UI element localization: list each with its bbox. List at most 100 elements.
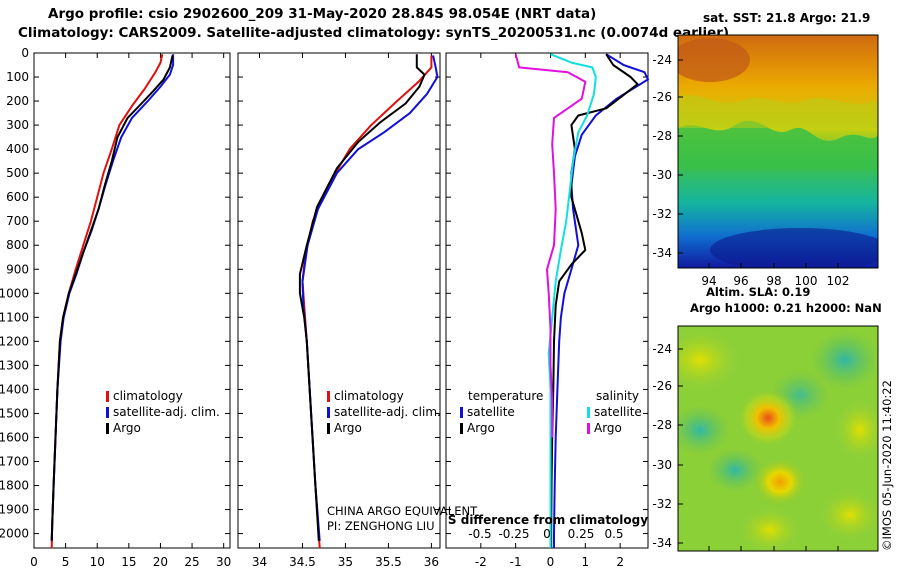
- x-tick-label: 5: [62, 555, 70, 569]
- legend-heading: salinity: [596, 389, 639, 403]
- y-tick-label: -30: [652, 168, 672, 182]
- legend-label: Argo: [467, 421, 495, 435]
- panel-frame: [33, 52, 231, 549]
- legend-swatch: [587, 407, 590, 418]
- depth-tick-label: 900: [6, 262, 29, 276]
- y-tick-label: -30: [652, 458, 672, 472]
- x-tick-label: 98: [766, 274, 781, 288]
- legend-label: climatology: [334, 389, 404, 403]
- depth-tick-label: 1300: [0, 358, 29, 372]
- legend-swatch: [587, 423, 590, 434]
- depth-tick-label: 700: [6, 214, 29, 228]
- series-line-argo: [50, 55, 174, 541]
- x-tick-label: 25: [184, 555, 199, 569]
- x-tick-label: -1: [510, 555, 522, 569]
- salinity-diff-tick-label: 0.25: [568, 527, 595, 541]
- legend-swatch: [327, 423, 330, 434]
- legend-label: Argo: [113, 421, 141, 435]
- depth-tick-label: 100: [6, 70, 29, 84]
- x-tick-label: 15: [121, 555, 136, 569]
- salinity-diff-tick-label: -0.25: [498, 527, 529, 541]
- depth-tick-label: 600: [6, 190, 29, 204]
- y-tick-label: -28: [652, 418, 672, 432]
- depth-tick-label: 1900: [0, 503, 29, 517]
- y-tick-label: -24: [652, 342, 672, 356]
- legend-label: satellite-adj. clim.: [113, 405, 220, 419]
- depth-tick-label: 200: [6, 94, 29, 108]
- y-tick-label: -26: [652, 90, 672, 104]
- legend-swatch: [106, 423, 109, 434]
- depth-tick-label: 1700: [0, 454, 29, 468]
- depth-tick-label: 1600: [0, 430, 29, 444]
- legend-label: satellite: [594, 405, 642, 419]
- depth-tick-label: 1000: [0, 286, 29, 300]
- x-tick-label: 94: [701, 274, 716, 288]
- panel-frame: [237, 52, 441, 549]
- credit-line-2: PI: ZENGHONG LIU: [327, 519, 435, 533]
- salinity-diff-tick-label: -0.5: [468, 527, 491, 541]
- sst-map-frame: [677, 34, 879, 269]
- depth-tick-label: 1200: [0, 334, 29, 348]
- x-tick-label: 35: [338, 555, 353, 569]
- sst-cold-patch: [710, 228, 878, 268]
- profile-panels: 0100200300400500600700800900100011001200…: [0, 46, 649, 569]
- depth-tick-label: 400: [6, 142, 29, 156]
- depth-tick-label: 1500: [0, 406, 29, 420]
- y-tick-label: -34: [652, 246, 672, 260]
- legend-label: Argo: [594, 421, 622, 435]
- sla-map-title-line-2: Argo h1000: 0.21 h2000: NaN: [690, 301, 882, 315]
- salinity-diff-tick-label: 0: [543, 527, 551, 541]
- y-tick-label: -28: [652, 129, 672, 143]
- legend-label: satellite: [467, 405, 515, 419]
- salinity-diff-tick-label: 0.5: [604, 527, 623, 541]
- x-tick-label: 1: [581, 555, 589, 569]
- x-tick-label: 30: [216, 555, 231, 569]
- x-tick-label: 96: [733, 274, 748, 288]
- sla-map-title-line-1: Altim. SLA: 0.19: [706, 285, 811, 299]
- legend-swatch: [106, 391, 109, 402]
- y-tick-label: -34: [652, 536, 672, 550]
- legend-swatch: [327, 391, 330, 402]
- depth-tick-label: 1800: [0, 479, 29, 493]
- depth-tick-label: 0: [21, 46, 29, 60]
- legend-label: Argo: [334, 421, 362, 435]
- x-tick-label: 34: [252, 555, 267, 569]
- series-line-temperature-satellite: [553, 53, 649, 548]
- y-tick-label: -32: [652, 497, 672, 511]
- y-tick-label: -32: [652, 207, 672, 221]
- difference-axis-label: S difference from climatology: [448, 513, 648, 527]
- panel-temperature: 0 5 10 15 20 25 30: [30, 52, 231, 569]
- x-tick-label: 35.5: [375, 555, 402, 569]
- sst-map-ticks: -24 -26 -28 -30 -32 -34 94 96 98 100 102: [652, 53, 849, 288]
- y-tick-label: -24: [652, 53, 672, 67]
- difference-legend: temperature salinity satellite Argo satellit…: [460, 389, 642, 435]
- series-line-salinity-argo: [514, 53, 587, 438]
- sst-map-title: sat. SST: 21.8 Argo: 21.9: [703, 11, 871, 25]
- legend-swatch: [327, 407, 330, 418]
- series-line-salinity-satellite: [547, 53, 597, 548]
- depth-tick-label: 1100: [0, 310, 29, 324]
- sla-eddy-1: [736, 388, 800, 448]
- legend-label: satellite-adj. clim.: [334, 405, 441, 419]
- y-tick-label: -26: [652, 379, 672, 393]
- depth-tick-label: 1400: [0, 382, 29, 396]
- x-tick-label: 2: [616, 555, 624, 569]
- x-tick-label: 102: [827, 274, 850, 288]
- sla-map-ticks: -24 -26 -28 -30 -32 -34: [652, 342, 839, 551]
- x-tick-label: 0: [547, 555, 555, 569]
- sst-map: -24 -26 -28 -30 -32 -34 94 96 98 100 102: [652, 34, 879, 288]
- depth-tick-label: 2000: [0, 527, 29, 541]
- credit-line-1: CHINA ARGO EQUIVALENT: [327, 504, 478, 518]
- panel-salinity: 34 34.5 35 35.5 36: [237, 52, 441, 569]
- sla-eddy-2: [752, 457, 808, 507]
- sla-map-frame: [677, 325, 879, 552]
- figure-title-line-2: Climatology: CARS2009. Satellite-adjuste…: [18, 25, 730, 41]
- legend-swatch: [106, 407, 109, 418]
- panel-difference: -2 -1 0 1 2: [445, 52, 649, 569]
- depth-tick-label: 300: [6, 118, 29, 132]
- x-tick-label: 36: [424, 555, 439, 569]
- figure-title-line-1: Argo profile: csio 2902600_209 31-May-20…: [48, 6, 597, 22]
- legend-heading: temperature: [468, 389, 543, 403]
- legend-label: climatology: [113, 389, 183, 403]
